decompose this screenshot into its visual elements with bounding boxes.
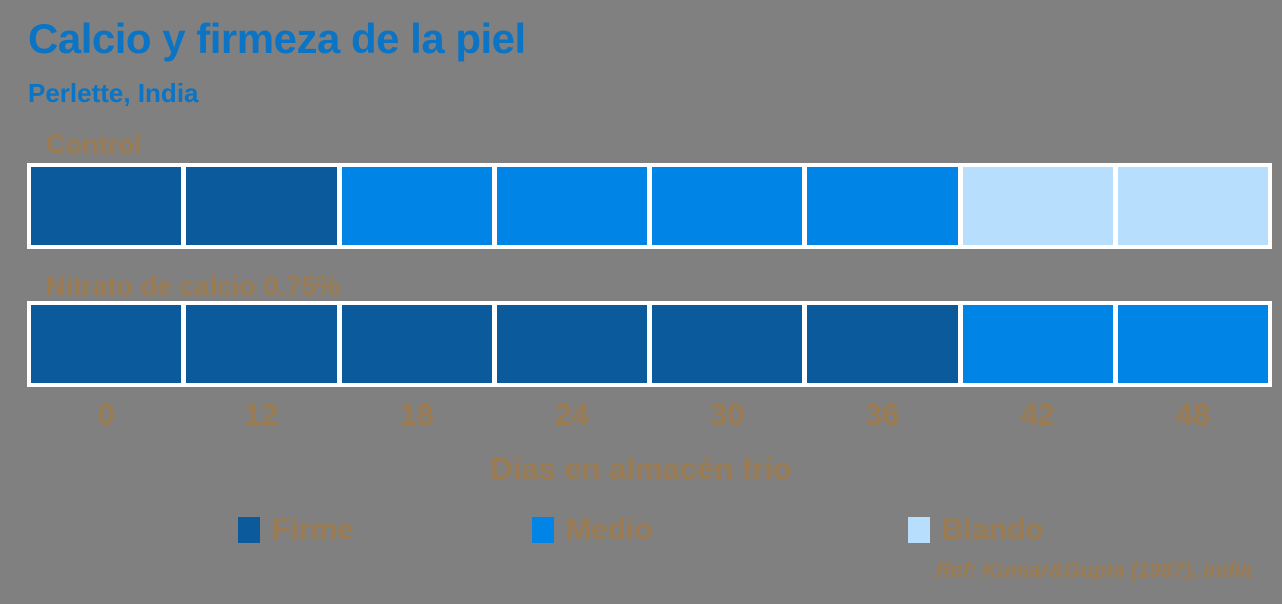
heatmap-cell (186, 167, 337, 245)
x-axis-title: Días en almacén frío (490, 451, 792, 486)
heatmap-row-nitrato-de-calcio (27, 301, 1272, 387)
heatmap-cell (807, 305, 958, 383)
page-title: Calcio y firmeza de la piel (28, 15, 526, 62)
chart-legend: Firme Medio Blando (0, 510, 1282, 558)
heatmap-cell (962, 167, 1113, 245)
heatmap-cell (496, 305, 647, 383)
legend-swatch-icon (908, 517, 930, 543)
x-axis-tick: 12 (244, 397, 279, 432)
heatmap-cell (1117, 305, 1268, 383)
reference-note: Ref: Kumar&Gupta (1987), India (935, 559, 1252, 582)
legend-item-medio: Medio (532, 510, 653, 550)
legend-swatch-icon (238, 517, 260, 543)
heatmap-cell (186, 305, 337, 383)
x-axis-tick: 36 (865, 397, 900, 432)
heatmap-row-control (27, 163, 1272, 249)
x-axis-tick: 0 (97, 397, 115, 432)
row-label-control: Control (46, 129, 142, 159)
heatmap-cell (31, 305, 182, 383)
heatmap-cell (496, 167, 647, 245)
page-subtitle: Perlette, India (28, 78, 199, 108)
legend-swatch-icon (532, 517, 554, 543)
x-axis-tick: 18 (399, 397, 434, 432)
heatmap-cell (652, 167, 803, 245)
x-axis-tick-labels: 0 12 18 24 30 36 42 48 (27, 397, 1272, 446)
legend-item-label: Blando (942, 513, 1044, 546)
legend-item-firme: Firme (238, 510, 354, 550)
heatmap-cell (341, 305, 492, 383)
heatmap-cell (652, 305, 803, 383)
x-axis-tick: 48 (1175, 397, 1211, 432)
x-axis-tick: 24 (554, 397, 590, 432)
legend-item-label: Medio (566, 513, 653, 546)
row-label-nitrato-de-calcio: Nitrato de calcio 0.75% (46, 271, 341, 301)
legend-item-blando: Blando (908, 510, 1044, 550)
x-axis-tick: 30 (709, 397, 745, 432)
heatmap-cell (341, 167, 492, 245)
legend-item-label: Firme (272, 513, 354, 546)
heatmap-cell (31, 167, 182, 245)
x-axis-tick: 42 (1020, 397, 1055, 432)
heatmap-cell (1117, 167, 1268, 245)
heatmap-cell (962, 305, 1113, 383)
heatmap-cell (807, 167, 958, 245)
